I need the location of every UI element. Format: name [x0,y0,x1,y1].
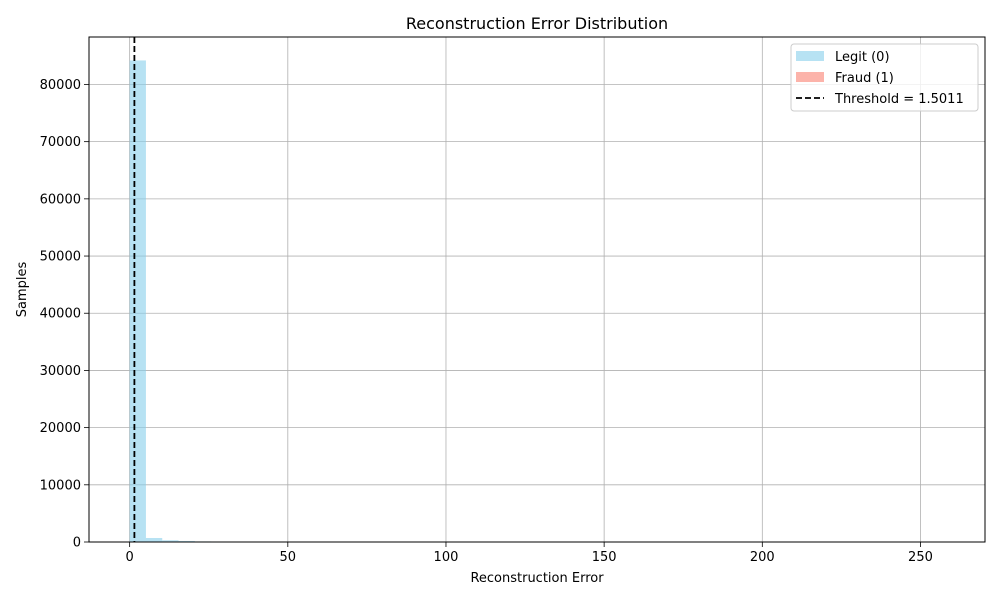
y-tick-label: 50000 [40,250,81,265]
plot-frame [88,36,986,543]
y-tick-label: 0 [73,536,81,551]
x-axis-label: Reconstruction Error [470,571,604,586]
grid-lines [89,37,985,543]
legit-histogram-bar [162,540,179,542]
legit-histogram-bar [145,537,163,542]
y-axis-ticks: 0 10000 20000 30000 40000 50000 60000 70000 8000… [40,78,89,551]
y-tick-label: 70000 [40,135,81,150]
x-tick-label: 250 [908,550,933,565]
x-tick-label: 0 [126,550,134,565]
y-tick-label: 30000 [40,364,81,379]
x-tick-label: 200 [750,550,775,565]
legend-swatch-legit [796,51,824,61]
legit-histogram-bar [178,540,195,542]
y-tick-label: 20000 [40,421,81,436]
x-axis-ticks: 0 50 100 150 200 250 [126,542,933,565]
x-tick-label: 50 [280,550,297,565]
legend-label-threshold: Threshold = 1.5011 [834,92,964,107]
y-axis-label: Samples [15,262,30,318]
legend-label-fraud: Fraud (1) [835,71,894,86]
y-tick-label: 10000 [40,478,81,493]
y-tick-label: 60000 [40,192,81,207]
legend: Legit (0) Fraud (1) Threshold = 1.5011 [790,43,979,112]
chart-title: Reconstruction Error Distribution [406,14,668,33]
y-tick-label: 40000 [40,307,81,322]
x-tick-label: 150 [592,550,617,565]
y-tick-label: 80000 [40,78,81,93]
legend-box [790,43,979,112]
legit-histogram-bar [129,60,146,542]
x-tick-label: 100 [434,550,459,565]
legend-label-legit: Legit (0) [835,50,890,65]
legend-swatch-fraud [796,72,824,82]
